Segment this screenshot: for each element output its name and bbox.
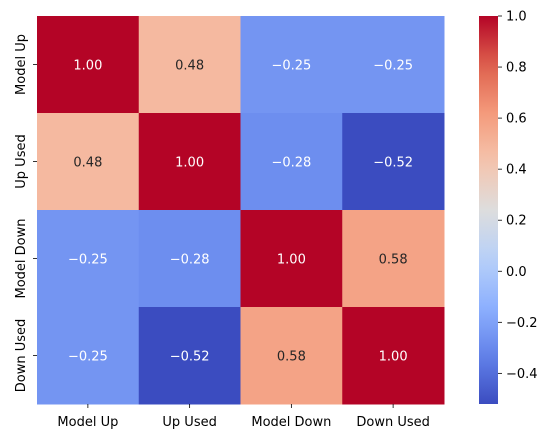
heatmap-cell-model-down-model-up: [37, 210, 140, 308]
cell-value-label: −0.52: [170, 350, 210, 365]
x-tick-label-up-used: Up Used: [162, 415, 216, 430]
x-tick-label-model-down: Model Down: [251, 415, 331, 430]
heatmap-cell-model-down-up-used: [138, 210, 241, 308]
heatmap-cell-model-up-model-down: [240, 16, 343, 114]
colorbar-gradient: [479, 16, 498, 404]
colorbar-tick-label: −0.2: [506, 316, 538, 331]
cell-value-label: 1.00: [175, 156, 204, 171]
heatmap-cell-model-up-down-used: [342, 16, 445, 114]
heatmap-cell-down-used-down-used: [342, 307, 445, 405]
cell-value-label: −0.52: [373, 156, 413, 171]
cell-value-label: 1.00: [73, 59, 102, 74]
cell-value-label: −0.25: [68, 350, 108, 365]
x-tick-label-model-up: Model Up: [57, 415, 118, 430]
cell-value-label: 0.58: [277, 350, 306, 365]
heatmap-cell-model-up-model-up: [37, 16, 140, 114]
heatmap-cell-down-used-up-used: [138, 307, 241, 405]
heatmap-cell-up-used-down-used: [342, 113, 445, 211]
cell-value-label: 0.48: [175, 59, 204, 74]
x-axis: Model Up Up Used Model Down Down Used: [57, 404, 430, 430]
y-tick-label-down-used: Down Used: [14, 319, 29, 393]
cell-value-label: −0.25: [68, 253, 108, 268]
colorbar-tick-label: 1.0: [506, 10, 527, 25]
heatmap-cell-up-used-model-up: [37, 113, 140, 211]
heatmap-cell-labels: 1.00 0.48 −0.25 −0.25 0.48 1.00 −0.28 −0.52 −0.2…: [68, 59, 413, 365]
colorbar-tick-label: 0.6: [506, 112, 527, 127]
y-tick-label-model-down: Model Down: [14, 219, 29, 299]
heatmap-cells: [37, 16, 445, 405]
heatmap-cell-up-used-up-used: [138, 113, 241, 211]
colorbar-tick-label: −0.4: [506, 367, 538, 382]
cell-value-label: −0.28: [271, 156, 311, 171]
colorbar-tick-label: 0.4: [506, 163, 527, 178]
cell-value-label: 0.58: [379, 253, 408, 268]
cell-value-label: −0.28: [170, 253, 210, 268]
cell-value-label: 1.00: [277, 253, 306, 268]
colorbar-tick-label: 0.8: [506, 61, 527, 76]
colorbar: 1.0 0.8 0.6 0.4 0.2 0.0 −0.2 −0.4: [479, 10, 538, 404]
y-tick-label-up-used: Up Used: [14, 134, 29, 188]
heatmap-cell-down-used-model-down: [240, 307, 343, 405]
heatmap-cell-model-down-down-used: [342, 210, 445, 308]
cell-value-label: −0.25: [271, 59, 311, 74]
heatmap-cell-up-used-model-down: [240, 113, 343, 211]
cell-value-label: −0.25: [373, 59, 413, 74]
y-axis: Model Up Up Used Model Down Down Used: [14, 34, 37, 392]
colorbar-tick-label: 0.2: [506, 214, 527, 229]
heatmap-cell-model-up-up-used: [138, 16, 241, 114]
cell-value-label: 0.48: [73, 156, 102, 171]
heatmap-cell-down-used-model-up: [37, 307, 140, 405]
colorbar-tick-label: 0.0: [506, 265, 527, 280]
cell-value-label: 1.00: [379, 350, 408, 365]
heatmap-cell-model-down-model-down: [240, 210, 343, 308]
x-tick-label-down-used: Down Used: [356, 415, 430, 430]
y-tick-label-model-up: Model Up: [14, 34, 29, 95]
